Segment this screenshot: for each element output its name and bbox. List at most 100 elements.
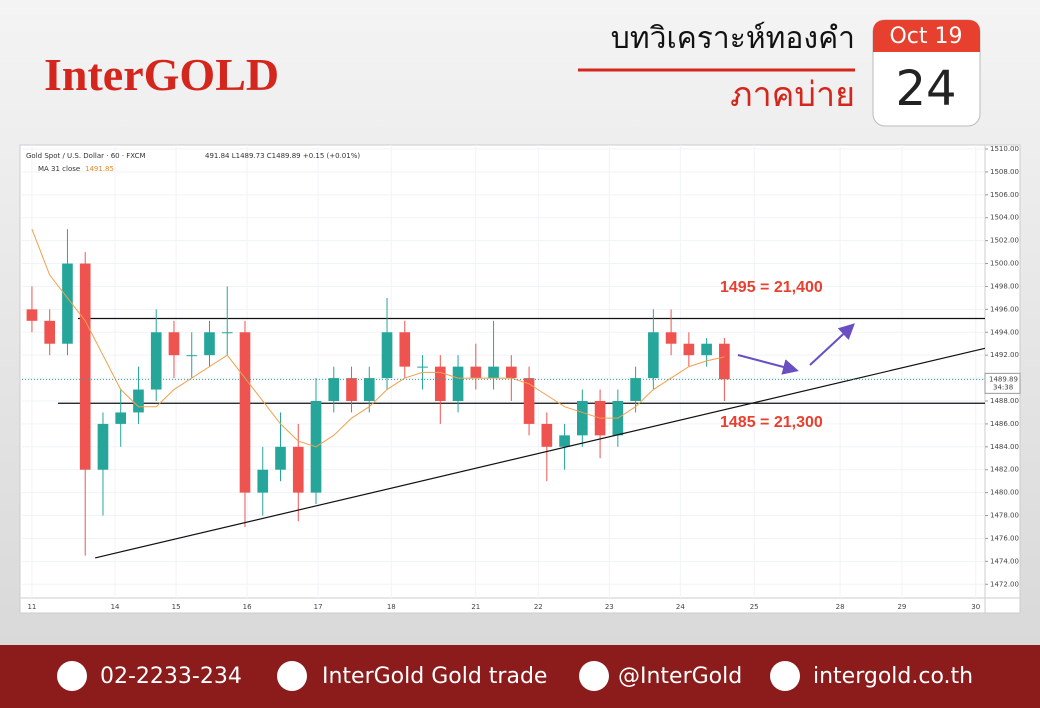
candle-body — [328, 378, 340, 401]
arrow — [737, 354, 799, 375]
x-tick-label: 29 — [897, 603, 906, 611]
ma-value: 1491.85 — [85, 165, 114, 173]
candle-body — [221, 332, 233, 334]
candle-body — [505, 366, 517, 379]
x-tick-label: 24 — [676, 603, 685, 611]
y-tick-label: 1494.00 — [990, 328, 1019, 336]
candle-body — [44, 320, 56, 344]
candle-body — [452, 366, 464, 401]
x-tick-label: 17 — [314, 603, 323, 611]
x-tick-label: 21 — [471, 603, 480, 611]
candle-body — [470, 366, 482, 379]
candle-body — [168, 332, 180, 356]
candle-body — [381, 332, 393, 379]
y-tick-label: 1506.00 — [990, 191, 1019, 199]
candle-body — [62, 263, 73, 344]
x-tick-label: 18 — [387, 603, 396, 611]
y-tick-label: 1510.00 — [990, 145, 1019, 153]
heading: บทวิเคราะห์ทองคำ — [611, 21, 855, 56]
x-tick-label: 22 — [534, 603, 543, 611]
candle-body — [292, 446, 304, 493]
last-price-label: 1489.89 — [989, 375, 1018, 383]
candle-body — [204, 332, 215, 356]
ma-line — [31, 229, 725, 448]
x-tick-label: 23 — [605, 603, 614, 611]
calendar-month: Oct 19 — [889, 24, 962, 49]
footer-line: @InterGold — [618, 664, 742, 689]
y-tick-label: 1508.00 — [990, 168, 1019, 176]
y-tick-label: 1482.00 — [990, 466, 1019, 474]
footer-phone: 02-2233-234 — [100, 664, 242, 689]
calendar: Oct 19 24 — [872, 19, 981, 127]
footer-facebook: InterGold Gold trade — [322, 664, 547, 689]
y-tick-label: 1480.00 — [990, 489, 1019, 497]
candle-body — [363, 378, 375, 401]
y-tick-label: 1504.00 — [990, 214, 1019, 222]
candle-body — [577, 400, 588, 436]
candle-body — [26, 309, 38, 321]
candle-body — [434, 366, 446, 401]
candle-body — [719, 343, 730, 380]
symbol: Gold Spot / U.S. Dollar · 60 · FXCM — [26, 152, 146, 160]
y-tick-label: 1492.00 — [990, 351, 1019, 359]
candle-body — [523, 378, 535, 424]
annotation: 1485 = 21,300 — [720, 414, 823, 431]
trend-line — [95, 347, 986, 559]
candle-body — [239, 332, 251, 493]
candle-body — [683, 343, 695, 356]
chart: 1472.00 1474.00 1476.00 1478.00 1480.00 1482.… — [20, 145, 1021, 613]
x-tick-label: 14 — [111, 603, 120, 611]
subheading: ภาคบ่าย — [730, 75, 855, 115]
candle-body — [79, 263, 91, 470]
candle-body — [417, 366, 428, 368]
y-tick-label: 1496.00 — [990, 305, 1019, 313]
y-tick-label: 1488.00 — [990, 397, 1019, 405]
candle-body — [186, 355, 198, 357]
footer-website: intergold.co.th — [813, 664, 973, 689]
ma-label: MA 31 close — [38, 165, 80, 173]
candle-body — [115, 412, 127, 424]
candle-body — [257, 469, 269, 493]
candle-body — [665, 332, 677, 344]
brand-logo: InterGOLD — [44, 49, 279, 100]
calendar-top — [873, 20, 980, 52]
arrow — [809, 323, 855, 366]
x-tick-label: 28 — [836, 603, 845, 611]
x-tick-label: 16 — [243, 603, 252, 611]
y-tick-label: 1502.00 — [990, 237, 1019, 245]
candle-body — [630, 378, 641, 401]
candle-body — [133, 389, 144, 413]
x-tick-label: 11 — [27, 603, 36, 611]
candle-body — [275, 446, 286, 470]
candle-body — [488, 366, 499, 379]
y-tick-label: 1476.00 — [990, 534, 1019, 542]
ohlc: 491.84 L1489.73 C1489.89 +0.15 (+0.01%) — [205, 152, 360, 160]
y-tick-label: 1484.00 — [990, 443, 1019, 451]
y-tick-label: 1486.00 — [990, 420, 1019, 428]
y-tick-label: 1500.00 — [990, 260, 1019, 268]
x-tick-label: 15 — [172, 603, 181, 611]
y-tick-label: 1498.00 — [990, 282, 1019, 290]
annotation: 1495 = 21,400 — [720, 279, 823, 296]
x-tick-label: 30 — [971, 603, 980, 611]
candle-body — [399, 332, 411, 367]
candle-body — [648, 332, 659, 379]
candle-body — [701, 343, 712, 356]
line-icon — [579, 661, 609, 691]
x-tick-label: 25 — [750, 603, 759, 611]
last-price-box — [984, 372, 1021, 394]
y-tick-label: 1474.00 — [990, 557, 1019, 565]
candle-body — [97, 423, 109, 470]
calendar-day: 24 — [895, 61, 956, 117]
footer-bar — [0, 645, 1040, 708]
y-tick-label: 1472.00 — [990, 580, 1019, 588]
candle-body — [150, 332, 162, 390]
countdown: 34:38 — [993, 383, 1013, 391]
candle-body — [541, 423, 553, 447]
candle-body — [559, 435, 570, 447]
candle-body — [346, 378, 357, 401]
web-icon — [770, 661, 800, 691]
facebook-icon — [277, 661, 307, 691]
phone-icon — [57, 661, 87, 691]
